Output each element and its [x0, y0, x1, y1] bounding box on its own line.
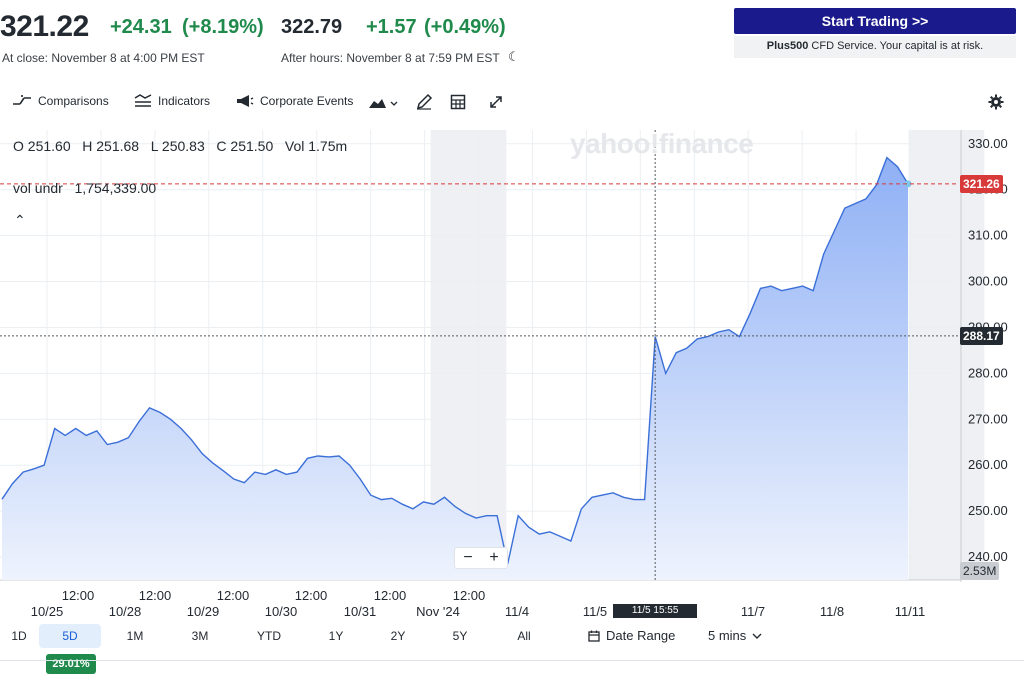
range-1y[interactable]: 1Y	[328, 629, 344, 643]
indicators-button[interactable]: Indicators	[134, 94, 210, 108]
comparisons-button[interactable]: Comparisons	[12, 94, 109, 108]
range-1m[interactable]: 1M	[126, 629, 144, 643]
corporate-events-button[interactable]: Corporate Events	[236, 94, 353, 108]
x-tick-label: 11/4	[505, 604, 529, 619]
bottom-divider	[0, 660, 1024, 661]
range-all[interactable]: All	[517, 629, 531, 643]
x-tick-label: 12:00	[374, 588, 407, 603]
x-tick-label: 10/25	[31, 604, 64, 619]
y-tick-label: 240.00	[968, 549, 1008, 564]
table-icon	[450, 94, 466, 110]
crosshair-time-tag: 11/5 15:55	[613, 604, 698, 618]
ad-note-text: CFD Service. Your capital is at risk.	[808, 40, 984, 52]
x-tick-label: 12:00	[139, 588, 172, 603]
zoom-controls: − +	[454, 547, 508, 569]
megaphone-icon	[237, 95, 254, 107]
comparisons-label: Comparisons	[38, 94, 109, 108]
last-price-tag: 321.26	[960, 174, 1003, 193]
x-tick-label: 11/11	[895, 604, 926, 619]
range-selector: 1D 5D 1M 3M YTD 1Y 2Y 5Y All	[0, 624, 590, 648]
draw-button[interactable]	[415, 93, 433, 116]
range-5d[interactable]: 5D	[39, 624, 101, 648]
range-ytd[interactable]: YTD	[257, 629, 281, 643]
x-tick-label: 11/5	[583, 604, 607, 619]
x-tick-label: 11/8	[820, 604, 844, 619]
vol-undr-readout: vol undr 1,754,339.00	[13, 180, 157, 196]
interval-select[interactable]: 5 mins	[708, 628, 762, 643]
y-axis: 240.00250.00260.00270.00280.00290.00300.…	[968, 136, 1008, 564]
x-tick-label: Nov '24	[416, 604, 460, 619]
y-tick-label: 260.00	[968, 457, 1008, 472]
after-hours-price: 322.79	[281, 16, 343, 38]
x-tick-label: 10/30	[265, 604, 298, 619]
x-tick-label: 10/28	[109, 604, 142, 619]
x-tick-label: 12:00	[62, 588, 95, 603]
start-trading-button[interactable]: Start Trading >>	[734, 8, 1016, 34]
y-tick-label: 270.00	[968, 411, 1008, 426]
price-chart[interactable]: 240.00250.00260.00270.00280.00290.00300.…	[0, 122, 1024, 622]
settings-button[interactable]	[988, 94, 1004, 115]
x-tick-label: 12:00	[453, 588, 486, 603]
chart-type-button[interactable]	[368, 96, 400, 115]
watermark: yahoo!finance	[570, 128, 754, 159]
close-note: At close: November 8 at 4:00 PM EST	[2, 51, 205, 65]
fullscreen-button[interactable]	[488, 94, 504, 115]
y-tick-label: 310.00	[968, 228, 1008, 243]
pencil-icon	[416, 93, 433, 110]
interval-label: 5 mins	[708, 628, 747, 643]
after-hours-note: After hours: November 8 at 7:59 PM EST	[281, 51, 500, 65]
indicators-label: Indicators	[158, 94, 211, 108]
chart-marks	[0, 130, 958, 580]
comparisons-icon	[13, 95, 31, 105]
expand-icon	[490, 96, 502, 108]
period-return-badge: 29.01%	[46, 654, 96, 674]
chevron-down-icon	[752, 633, 762, 639]
price-line	[1, 156, 909, 565]
x-tick-label: 10/31	[344, 604, 377, 619]
indicators-icon	[134, 94, 152, 107]
price-change-pct: (+8.19%)	[182, 16, 264, 38]
volume-tag: 2.53M	[960, 562, 1000, 580]
last-price-dot	[904, 180, 912, 188]
after-hours-change: +1.57	[366, 16, 417, 38]
calendar-icon	[588, 630, 600, 642]
price-area	[2, 157, 908, 580]
range-1d[interactable]: 1D	[11, 629, 27, 643]
range-2y[interactable]: 2Y	[390, 629, 406, 643]
ohlc-readout: O 251.60 H 251.68 L 250.83 C 251.50 Vol …	[13, 138, 348, 154]
x-tick-label: 10/29	[187, 604, 220, 619]
mountain-chart-icon	[369, 99, 398, 108]
gear-icon	[988, 94, 1004, 110]
range-3m[interactable]: 3M	[191, 629, 209, 643]
crosshair-price-tag: 288.17	[960, 326, 1003, 345]
table-view-button[interactable]	[450, 94, 466, 115]
zoom-out-button[interactable]: −	[463, 549, 473, 566]
date-range-button[interactable]: Date Range	[588, 628, 675, 643]
moon-icon: ☾	[508, 49, 520, 64]
x-tick-label: 12:00	[295, 588, 328, 603]
ad-brand: Plus500	[766, 40, 809, 52]
y-tick-label: 330.00	[968, 136, 1008, 151]
shaded-session-11-11	[908, 130, 985, 580]
x-tick-label: 12:00	[217, 588, 250, 603]
x-axis: 10/2512:0010/2812:0010/2912:0010/3012:00…	[31, 588, 926, 619]
collapse-caret-icon[interactable]: ⌃	[14, 212, 26, 228]
price: 321.22	[0, 10, 89, 43]
y-tick-label: 280.00	[968, 365, 1008, 380]
date-range-label: Date Range	[606, 628, 676, 643]
range-5y[interactable]: 5Y	[452, 629, 468, 643]
ad-disclaimer: Plus500 CFD Service. Your capital is at …	[734, 36, 1016, 58]
x-tick-label: 11/7	[741, 604, 765, 619]
after-hours-change-pct: (+0.49%)	[424, 16, 506, 38]
zoom-in-button[interactable]: +	[489, 549, 499, 566]
price-change: +24.31	[110, 16, 172, 38]
y-tick-label: 300.00	[968, 274, 1008, 289]
corporate-events-label: Corporate Events	[260, 94, 354, 108]
y-tick-label: 250.00	[968, 503, 1008, 518]
